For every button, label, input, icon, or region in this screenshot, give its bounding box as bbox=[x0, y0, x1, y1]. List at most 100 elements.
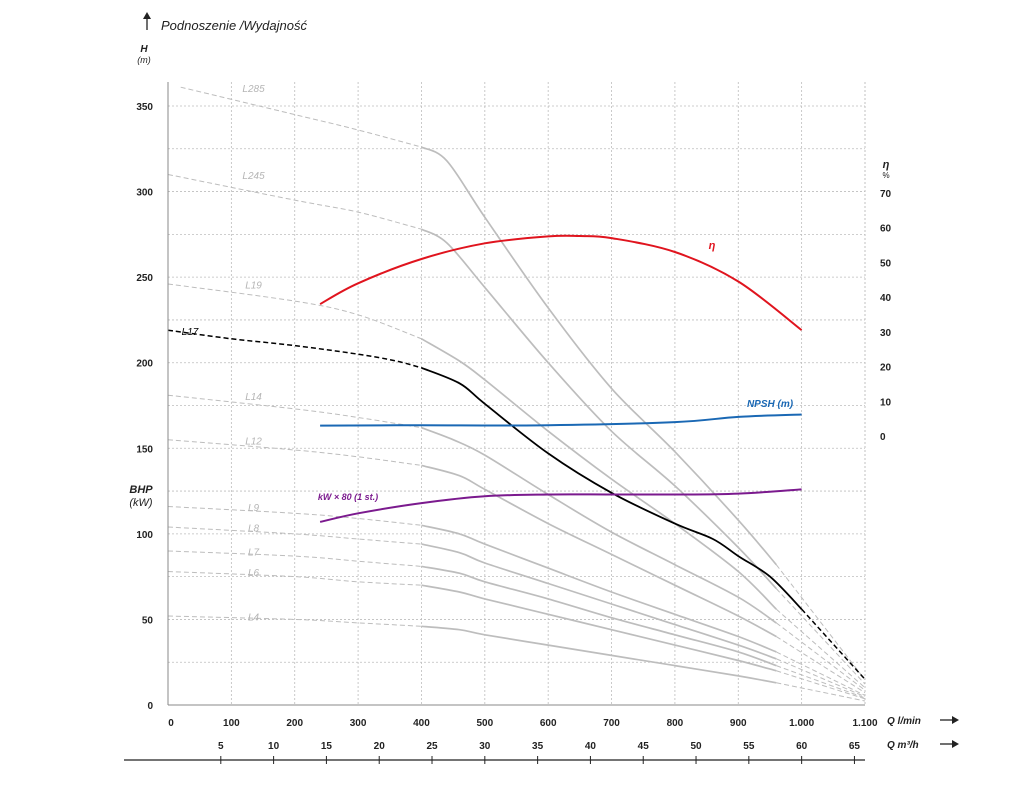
grid bbox=[168, 82, 866, 705]
y2-axis-unit: % bbox=[882, 171, 889, 180]
x2-tick-label: 35 bbox=[532, 741, 544, 752]
x2-tick-label: 10 bbox=[268, 741, 280, 752]
curve-label-l12: L12 bbox=[245, 436, 262, 447]
curve-l4-low-flow bbox=[167, 615, 422, 627]
curve-l7-tail bbox=[776, 665, 866, 699]
series-label-power: kW × 80 (1 st.) bbox=[318, 492, 378, 502]
right-arrow-head-icon bbox=[952, 740, 959, 748]
curve-label-l17: L17 bbox=[182, 327, 199, 338]
curve-l9-low-flow bbox=[167, 506, 422, 526]
y-tick-label: 100 bbox=[136, 530, 153, 541]
curve-l245-low-flow bbox=[167, 174, 422, 230]
y2-tick-label: 20 bbox=[880, 363, 892, 374]
x2-tick-label: 5 bbox=[218, 741, 224, 752]
curve-l245-tail bbox=[775, 588, 866, 685]
series-label-efficiency: η bbox=[709, 240, 716, 252]
pump-curves bbox=[167, 86, 866, 702]
y2-tick-label: 60 bbox=[880, 224, 892, 235]
x2-tick-label: 40 bbox=[585, 741, 597, 752]
curve-label-l9: L9 bbox=[248, 503, 260, 514]
series-power bbox=[319, 488, 802, 523]
y-tick-label: 0 bbox=[147, 701, 153, 712]
y-axis-unit: (m) bbox=[137, 55, 151, 65]
curve-l17-low-flow bbox=[167, 329, 422, 369]
curve-l7 bbox=[421, 565, 777, 667]
curve-label-l245: L245 bbox=[242, 171, 265, 182]
y-tick-label: 350 bbox=[136, 102, 153, 113]
y2-tick-label: 40 bbox=[880, 293, 892, 304]
y2-tick-label: 50 bbox=[880, 258, 892, 269]
chart-title: Podnoszenie /Wydajność bbox=[161, 18, 307, 33]
y2-tick-label: 10 bbox=[880, 397, 892, 408]
y-tick-label: 250 bbox=[136, 273, 153, 284]
x2-tick-label: 45 bbox=[638, 741, 650, 752]
y2-axis-label: η bbox=[883, 159, 890, 171]
curve-l19-tail bbox=[775, 608, 866, 689]
curve-label-l7: L7 bbox=[248, 548, 260, 559]
bhp-axis-label: BHP bbox=[129, 484, 153, 496]
y-tick-label: 300 bbox=[136, 188, 153, 199]
curve-l245 bbox=[421, 228, 777, 590]
curve-l4 bbox=[421, 625, 777, 684]
x2-axis-label: Q m³/h bbox=[887, 740, 919, 751]
curve-label-l285: L285 bbox=[242, 84, 265, 95]
x-tick-label: 600 bbox=[540, 718, 557, 729]
up-arrow-head-icon bbox=[143, 12, 151, 19]
y2-tick-label: 0 bbox=[880, 432, 886, 443]
curve-l8-tail bbox=[776, 658, 866, 698]
x-tick-label: 900 bbox=[730, 718, 747, 729]
bhp-axis-unit: (kW) bbox=[129, 497, 153, 509]
x2-tick-label: 25 bbox=[426, 741, 438, 752]
curve-l8 bbox=[421, 543, 777, 660]
curve-l285-tail bbox=[775, 564, 866, 681]
y-tick-label: 200 bbox=[136, 359, 153, 370]
curve-l14-tail bbox=[775, 622, 866, 691]
curve-l7-low-flow bbox=[167, 550, 422, 567]
x-tick-label: 800 bbox=[667, 718, 684, 729]
x-tick-label: 300 bbox=[350, 718, 367, 729]
curve-label-l19: L19 bbox=[245, 281, 262, 292]
curve-l17 bbox=[421, 366, 803, 610]
x2-tick-label: 50 bbox=[690, 741, 702, 752]
curve-l6-low-flow bbox=[167, 571, 422, 586]
y-tick-label: 150 bbox=[136, 444, 153, 455]
x-tick-label: 1.000 bbox=[789, 718, 814, 729]
curve-l285-low-flow bbox=[180, 86, 422, 148]
y2-tick-label: 30 bbox=[880, 328, 892, 339]
y2-tick-label: 70 bbox=[880, 189, 892, 200]
curve-label-l6: L6 bbox=[248, 568, 260, 579]
curve-l4-tail bbox=[776, 682, 866, 702]
curve-l9-tail bbox=[776, 651, 866, 696]
curve-l12-tail bbox=[776, 636, 866, 694]
series-efficiency bbox=[319, 234, 803, 331]
x2-tick-label: 30 bbox=[479, 741, 491, 752]
x-tick-label: 700 bbox=[603, 718, 620, 729]
series-label-npsh: NPSH (m) bbox=[747, 399, 794, 410]
x-tick-label: 400 bbox=[413, 718, 430, 729]
curve-l8-low-flow bbox=[167, 526, 422, 545]
x-tick-label: 0 bbox=[168, 718, 174, 729]
y-axis-label: H bbox=[140, 44, 148, 55]
x-tick-label: 1.100 bbox=[852, 718, 877, 729]
labels: Podnoszenie /Wydajność H(m) BHP(kW) η% Q l/m… bbox=[129, 12, 959, 751]
right-arrow-head-icon bbox=[952, 716, 959, 724]
x2-tick-label: 15 bbox=[321, 741, 333, 752]
curve-l12 bbox=[421, 464, 777, 638]
curve-l6 bbox=[421, 584, 777, 672]
curve-label-l14: L14 bbox=[245, 392, 262, 403]
x2-tick-label: 55 bbox=[743, 741, 755, 752]
x2-tick-label: 65 bbox=[849, 741, 861, 752]
x2-tick-label: 20 bbox=[374, 741, 386, 752]
curve-l14 bbox=[421, 426, 777, 624]
x-axis-label: Q l/min bbox=[887, 716, 921, 727]
x2-tick-label: 60 bbox=[796, 741, 808, 752]
curve-l14-low-flow bbox=[167, 394, 422, 429]
y-tick-label: 50 bbox=[142, 615, 154, 626]
x-tick-label: 200 bbox=[286, 718, 303, 729]
series-npsh bbox=[320, 413, 802, 427]
curve-l285 bbox=[421, 146, 777, 566]
curve-label-l8: L8 bbox=[248, 524, 260, 535]
x-tick-label: 500 bbox=[476, 718, 493, 729]
